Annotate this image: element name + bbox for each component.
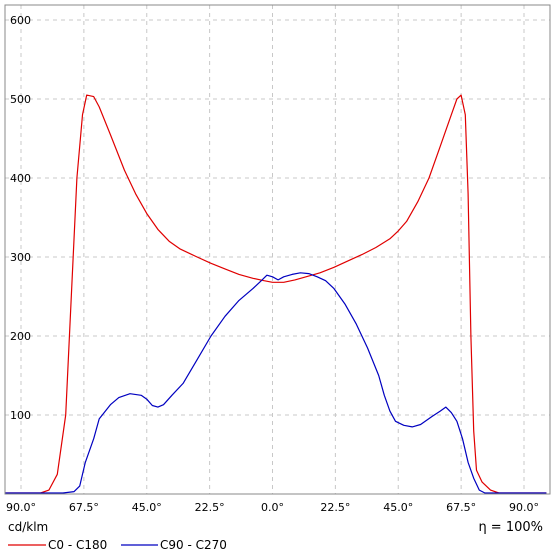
x-tick-label: 22.5° xyxy=(195,501,225,514)
y-tick-label: 300 xyxy=(10,251,31,264)
x-tick-label: 67.5° xyxy=(446,501,476,514)
x-tick-label: 0.0° xyxy=(261,501,284,514)
x-tick-label: 45.0° xyxy=(132,501,162,514)
plot-background xyxy=(5,5,550,494)
x-tick-label: 45.0° xyxy=(383,501,413,514)
y-tick-label: 400 xyxy=(10,172,31,185)
series-lines xyxy=(5,94,547,494)
units-label: cd/klm xyxy=(8,520,48,534)
x-tick-label: 22.5° xyxy=(320,501,350,514)
legend-label-c90-c270: C90 - C270 xyxy=(160,538,227,552)
series-line-c0-c180 xyxy=(5,94,547,494)
plot-frame xyxy=(4,4,551,495)
efficiency-label: η = 100% xyxy=(478,520,543,535)
x-tick-label: 90.0° xyxy=(6,501,36,514)
x-tick-label: 90.0° xyxy=(509,501,539,514)
y-tick-label: 200 xyxy=(10,330,31,343)
y-tick-label: 500 xyxy=(10,93,31,106)
y-tick-labels: 100 200 300 400 500 600 xyxy=(10,14,31,422)
y-tick-label: 600 xyxy=(10,14,31,27)
legend-label-c0-c180: C0 - C180 xyxy=(48,538,107,552)
series-line-c90-c270 xyxy=(5,272,547,494)
x-tick-labels: 90.0° 67.5° 45.0° 22.5° 0.0° 22.5° 45.0° 67.5° 9… xyxy=(6,501,539,514)
x-tick-label: 67.5° xyxy=(69,501,99,514)
y-tick-label: 100 xyxy=(10,409,31,422)
grid-lines xyxy=(5,5,550,494)
legend: C0 - C180 C90 - C270 xyxy=(8,538,227,552)
